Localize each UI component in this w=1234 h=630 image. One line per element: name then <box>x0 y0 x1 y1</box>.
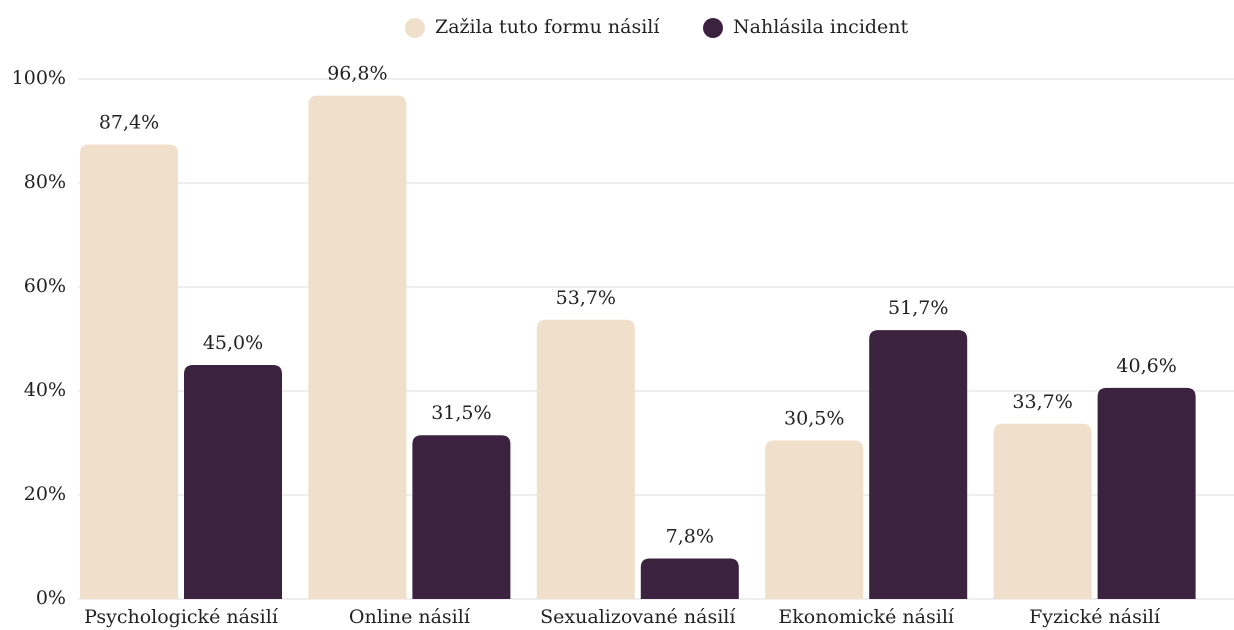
x-tick-label: Sexualizované násilí <box>540 606 736 628</box>
bar <box>80 144 178 599</box>
value-label: 53,7% <box>556 287 616 309</box>
value-label: 31,5% <box>431 402 491 424</box>
value-label: 40,6% <box>1116 355 1176 377</box>
y-tick-label: 40% <box>24 379 66 401</box>
y-tick-label: 100% <box>12 67 66 89</box>
bar <box>1097 387 1196 599</box>
y-tick-label: 0% <box>36 587 66 609</box>
legend-label: Nahlásila incident <box>733 16 909 38</box>
value-label: 87,4% <box>99 112 159 134</box>
value-label: 7,8% <box>666 525 714 547</box>
legend-swatch <box>703 18 723 38</box>
bar <box>640 558 739 599</box>
y-tick-label: 60% <box>24 275 66 297</box>
value-label: 30,5% <box>784 407 844 429</box>
y-tick-label: 20% <box>24 483 66 505</box>
value-label: 51,7% <box>888 297 948 319</box>
value-label: 96,8% <box>327 63 387 85</box>
bar <box>869 330 968 599</box>
bar <box>308 95 407 599</box>
bar <box>536 319 635 599</box>
y-tick-label: 80% <box>24 171 66 193</box>
bar <box>184 365 282 599</box>
x-tick-label: Ekonomické násilí <box>778 606 954 628</box>
x-tick-label: Online násilí <box>349 606 471 628</box>
legend-swatch <box>405 18 425 38</box>
bar <box>993 423 1092 599</box>
x-tick-label: Fyzické násilí <box>1029 606 1161 628</box>
bar <box>412 435 511 599</box>
value-label: 33,7% <box>1012 391 1072 413</box>
value-label: 45,0% <box>203 332 263 354</box>
x-tick-label: Psychologické násilí <box>84 606 279 628</box>
bar <box>765 440 864 599</box>
legend-label: Zažila tuto formu násilí <box>435 16 660 38</box>
